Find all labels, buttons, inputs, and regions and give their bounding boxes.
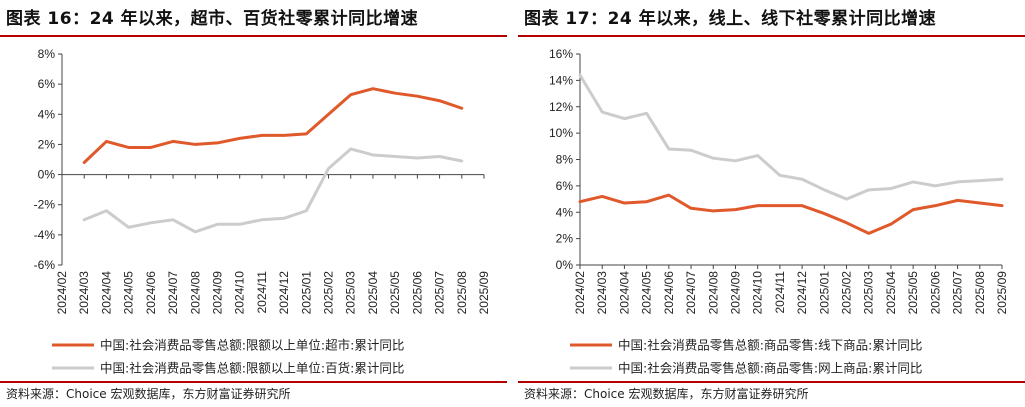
x-tick-label: 2025/01 — [817, 271, 831, 315]
y-tick-label: -6% — [34, 258, 56, 272]
y-tick-label: 0% — [556, 258, 574, 272]
x-tick-label: 2024/05 — [640, 271, 654, 315]
x-tick-label: 2025/03 — [344, 271, 358, 315]
x-tick-label: 2024/06 — [662, 271, 676, 315]
y-tick-label: 14% — [549, 73, 573, 87]
series-line — [82, 147, 464, 234]
y-tick-label: 2% — [556, 232, 574, 246]
chart-title: 图表 17：24 年以来，线上、线下社零累计同比增速 — [524, 9, 937, 29]
x-tick-label: 2024/04 — [99, 271, 113, 315]
y-tick-label: 16% — [549, 47, 573, 61]
axes: -6% -4% -2% 0% 2% 4% 6% 8% 2024/02 2024/03 2024/04… — [34, 47, 491, 314]
x-tick-label: 2024/10 — [751, 271, 765, 315]
source-note: 资料来源：Choice 宏观数据库，东方财富证券研究所 — [524, 387, 809, 401]
y-tick-label: 10% — [549, 126, 573, 140]
series-line — [578, 73, 1004, 201]
x-tick-label: 2025/01 — [299, 271, 313, 315]
x-tick-label: 2025/04 — [884, 271, 898, 315]
series-line — [82, 87, 464, 165]
x-tick-label: 2025/06 — [410, 271, 424, 315]
x-tick-label: 2024/08 — [188, 271, 202, 315]
x-tick-label: 2025/02 — [322, 271, 336, 315]
x-tick-label: 2025/05 — [906, 271, 920, 315]
x-tick-label: 2024/03 — [77, 271, 91, 315]
x-tick-label: 2025/02 — [840, 271, 854, 315]
title-divider — [518, 35, 1025, 37]
y-tick-label: 2% — [38, 137, 56, 151]
chart-title: 图表 16：24 年以来，超市、百货社零累计同比增速 — [6, 9, 419, 29]
x-tick-label: 2025/05 — [388, 271, 402, 315]
x-tick-label: 2024/02 — [573, 271, 587, 315]
x-tick-label: 2025/08 — [455, 271, 469, 315]
y-tick-label: -4% — [34, 228, 56, 242]
y-tick-label: 8% — [38, 47, 56, 61]
x-tick-label: 2025/09 — [477, 271, 491, 315]
x-tick-label: 2024/09 — [728, 271, 742, 315]
x-tick-label: 2024/11 — [255, 271, 269, 314]
line-chart-17: 0% 2% 4% 6% 8% 10% 12% 14% 16% 2024/02 2024/03 2024… — [549, 47, 1009, 376]
title-divider — [0, 35, 507, 37]
y-tick-label: 8% — [556, 153, 574, 167]
x-tick-label: 2025/06 — [928, 271, 942, 315]
x-tick-label: 2024/03 — [595, 271, 609, 315]
x-tick-label: 2024/08 — [706, 271, 720, 315]
x-tick-label: 2025/09 — [995, 271, 1009, 315]
x-tick-label: 2024/10 — [233, 271, 247, 315]
x-tick-label: 2025/07 — [433, 271, 447, 315]
x-tick-label: 2024/04 — [617, 271, 631, 315]
legend-label: 中国:社会消费品零售总额:商品零售:线下商品:累计同比 — [618, 338, 922, 353]
x-tick-label: 2024/07 — [684, 271, 698, 315]
y-tick-label: 6% — [38, 77, 56, 91]
legend-label: 中国:社会消费品零售总额:限额以上单位:超市:累计同比 — [100, 338, 404, 353]
chart-panel-16: 图表 16：24 年以来，超市、百货社零累计同比增速 -6% -4% -2% 0% 2%… — [0, 0, 507, 407]
x-tick-label: 2024/12 — [795, 271, 809, 315]
x-tick-label: 2024/02 — [55, 271, 69, 315]
legend-label: 中国:社会消费品零售总额:限额以上单位:百货:累计同比 — [100, 361, 404, 376]
x-tick-label: 2025/04 — [366, 271, 380, 315]
source-note: 资料来源：Choice 宏观数据库，东方财富证券研究所 — [6, 387, 291, 401]
series-line — [578, 193, 1004, 235]
x-tick-label: 2025/08 — [973, 271, 987, 315]
y-tick-label: 4% — [556, 205, 574, 219]
x-tick-label: 2024/09 — [210, 271, 224, 315]
chart-panel-17: 图表 17：24 年以来，线上、线下社零累计同比增速 0% 2% 4% 6% 8% 10%… — [518, 0, 1025, 407]
x-tick-label: 2025/03 — [862, 271, 876, 315]
legend: 中国:社会消费品零售总额:商品零售:线下商品:累计同比中国:社会消费品零售总额:… — [570, 338, 922, 376]
footer-divider — [0, 381, 507, 383]
x-tick-label: 2025/07 — [951, 271, 965, 315]
y-tick-label: 6% — [556, 179, 574, 193]
axes: 0% 2% 4% 6% 8% 10% 12% 14% 16% 2024/02 2024/03 2024… — [549, 47, 1009, 314]
y-tick-label: -2% — [34, 198, 56, 212]
series-group — [578, 73, 1004, 235]
line-chart-16: -6% -4% -2% 0% 2% 4% 6% 8% 2024/02 2024/03 2024/04… — [34, 47, 491, 376]
legend: 中国:社会消费品零售总额:限额以上单位:超市:累计同比中国:社会消费品零售总额:… — [52, 338, 404, 376]
x-tick-label: 2024/06 — [144, 271, 158, 315]
x-tick-label: 2024/07 — [166, 271, 180, 315]
x-tick-label: 2024/11 — [773, 271, 787, 314]
legend-label: 中国:社会消费品零售总额:商品零售:网上商品:累计同比 — [618, 361, 922, 376]
x-tick-label: 2024/12 — [277, 271, 291, 315]
y-tick-label: 0% — [38, 168, 56, 182]
series-group — [82, 87, 464, 234]
y-tick-label: 4% — [38, 107, 56, 121]
footer-divider — [518, 381, 1025, 383]
x-tick-label: 2024/05 — [122, 271, 136, 315]
y-tick-label: 12% — [549, 100, 573, 114]
